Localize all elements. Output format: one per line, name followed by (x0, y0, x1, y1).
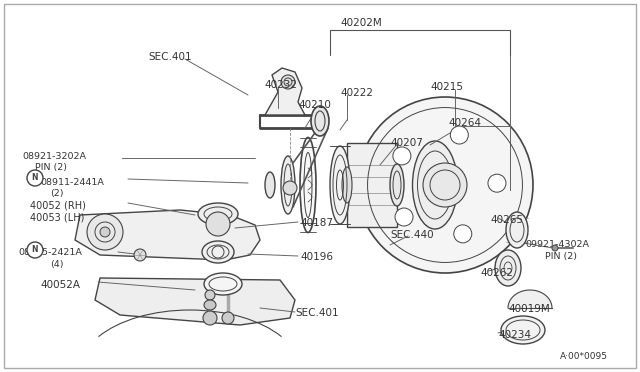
Text: 40265: 40265 (490, 215, 523, 225)
Circle shape (393, 147, 411, 165)
Circle shape (283, 181, 297, 195)
Text: PIN (2): PIN (2) (545, 252, 577, 261)
Circle shape (100, 227, 110, 237)
Ellipse shape (330, 146, 350, 224)
Ellipse shape (501, 316, 545, 344)
Circle shape (222, 312, 234, 324)
Text: A·00*0095: A·00*0095 (560, 352, 608, 361)
Text: N: N (32, 173, 38, 183)
Ellipse shape (311, 106, 329, 136)
Text: 40232: 40232 (264, 80, 297, 90)
Circle shape (488, 174, 506, 192)
Text: (4): (4) (50, 260, 63, 269)
Polygon shape (75, 210, 260, 260)
Text: SEC.440: SEC.440 (390, 230, 434, 240)
Text: (2): (2) (50, 189, 63, 198)
Circle shape (203, 311, 217, 325)
Ellipse shape (506, 212, 528, 248)
Text: 09921-4302A: 09921-4302A (525, 240, 589, 249)
Ellipse shape (265, 172, 275, 198)
Circle shape (206, 212, 230, 236)
Text: PIN (2): PIN (2) (35, 163, 67, 172)
Circle shape (27, 242, 43, 258)
Ellipse shape (204, 300, 216, 310)
Text: 40207: 40207 (390, 138, 423, 148)
Text: 40053 (LH): 40053 (LH) (30, 212, 84, 222)
Ellipse shape (390, 164, 404, 206)
Circle shape (451, 126, 468, 144)
Circle shape (552, 245, 558, 251)
Polygon shape (508, 290, 552, 308)
Text: 40196: 40196 (300, 252, 333, 262)
Text: 40202M: 40202M (340, 18, 381, 28)
Ellipse shape (342, 167, 352, 203)
Text: 40052A: 40052A (40, 280, 80, 290)
Text: 08915-2421A: 08915-2421A (18, 248, 82, 257)
Text: N: N (32, 246, 38, 254)
Polygon shape (95, 278, 295, 325)
Text: 08921-3202A: 08921-3202A (22, 152, 86, 161)
Ellipse shape (281, 156, 295, 214)
Circle shape (281, 75, 295, 89)
Text: 40262: 40262 (480, 268, 513, 278)
Text: 40234: 40234 (498, 330, 531, 340)
Ellipse shape (300, 138, 316, 232)
Circle shape (357, 97, 533, 273)
Circle shape (423, 163, 467, 207)
Circle shape (205, 290, 215, 300)
Circle shape (454, 225, 472, 243)
Ellipse shape (495, 250, 521, 286)
Ellipse shape (202, 241, 234, 263)
Text: SEC.401: SEC.401 (295, 308, 339, 318)
Ellipse shape (204, 273, 242, 295)
Polygon shape (265, 68, 305, 115)
Text: SEC.401: SEC.401 (148, 52, 191, 62)
Text: 40019M: 40019M (508, 304, 550, 314)
Circle shape (87, 214, 123, 250)
Ellipse shape (198, 203, 238, 225)
Text: 08911-2441A: 08911-2441A (40, 178, 104, 187)
Text: 40052 (RH): 40052 (RH) (30, 200, 86, 210)
Text: 40264: 40264 (448, 118, 481, 128)
Ellipse shape (413, 141, 458, 229)
Text: 40222: 40222 (340, 88, 373, 98)
Polygon shape (347, 143, 397, 227)
Circle shape (134, 249, 146, 261)
Circle shape (395, 208, 413, 226)
Circle shape (27, 170, 43, 186)
Text: 40215: 40215 (430, 82, 463, 92)
Text: 40210: 40210 (298, 100, 331, 110)
Text: 40187: 40187 (300, 218, 333, 228)
